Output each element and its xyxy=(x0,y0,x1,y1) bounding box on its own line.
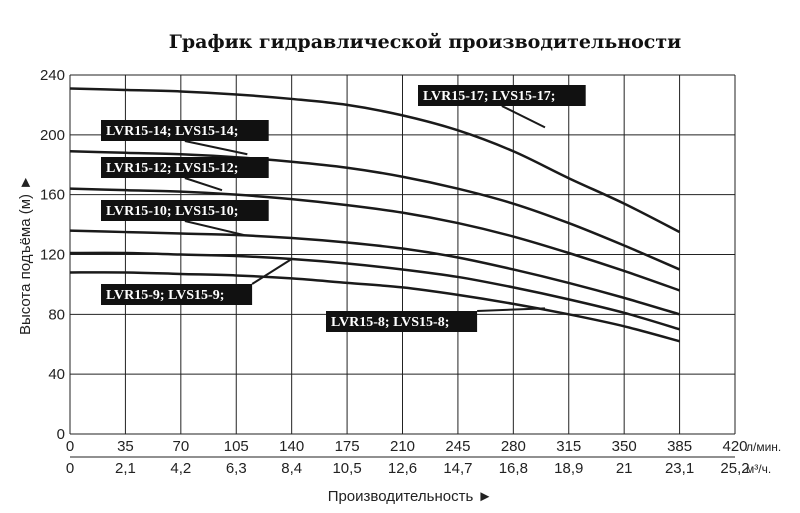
y-tick-label: 0 xyxy=(57,426,65,443)
x-tick-label: 105 xyxy=(224,438,249,455)
y-tick-label: 40 xyxy=(48,366,65,383)
ticks: 00352,1704,21056,31408,417510,521012,624… xyxy=(40,67,750,477)
series-label: LVR15-14; LVS15-14; xyxy=(106,124,238,139)
y-tick-label: 200 xyxy=(40,127,65,144)
series-label-leader xyxy=(184,140,248,156)
series-curve xyxy=(69,87,681,234)
series-label-box xyxy=(101,284,253,305)
series-label: LVR15-9; LVS15-9; xyxy=(106,288,224,303)
x-unit-secondary: м³/ч. xyxy=(746,462,771,476)
x-tick-label: 420 xyxy=(722,438,747,455)
series-label-leader xyxy=(477,307,546,312)
series-labels: LVR15-17; LVS15-17; LVR15-14; LVS15-14; LV… xyxy=(101,85,586,332)
series-label-leader xyxy=(251,258,293,285)
x-tick-label-secondary: 14,7 xyxy=(443,460,472,477)
x-tick-label: 70 xyxy=(172,438,189,455)
x-tick-label: 35 xyxy=(117,438,134,455)
series-label: LVR15-17; LVS15-17; xyxy=(423,89,555,104)
chart-title: График гидравлической производительности xyxy=(169,31,682,53)
x-tick-label-secondary: 23,1 xyxy=(665,460,694,477)
series-label-box xyxy=(101,200,269,221)
x-tick-label: 385 xyxy=(667,438,692,455)
y-tick-label: 80 xyxy=(48,306,65,323)
series-label-leader xyxy=(184,177,223,192)
series-label-box xyxy=(418,85,586,106)
y-axis-title: Высота подъёма (м) ► xyxy=(17,175,34,335)
series-label-leader xyxy=(184,220,245,237)
series-curve xyxy=(69,251,680,331)
x-tick-label-secondary: 4,2 xyxy=(170,460,191,477)
y-tick-label: 120 xyxy=(40,247,65,264)
y-tick-label: 240 xyxy=(40,67,65,84)
x-tick-label-secondary: 6,3 xyxy=(226,460,247,477)
x-tick-label-secondary: 8,4 xyxy=(281,460,302,477)
x-axis-title: Производительность ► xyxy=(328,488,493,505)
series-label-box xyxy=(101,157,269,178)
series-curve xyxy=(69,150,681,271)
x-tick-label-secondary: 18,9 xyxy=(554,460,583,477)
x-tick-label-secondary: 10,5 xyxy=(332,460,361,477)
x-tick-label-secondary: 21 xyxy=(616,460,633,477)
y-tick-label: 160 xyxy=(40,187,65,204)
x-tick-label-secondary: 2,1 xyxy=(115,460,136,477)
series-curve xyxy=(69,229,680,316)
x-tick-label-secondary: 12,6 xyxy=(388,460,417,477)
series-curve xyxy=(69,271,680,343)
x-unit-primary: л/мин. xyxy=(746,440,781,454)
series-label: LVR15-12; LVS15-12; xyxy=(106,161,238,176)
x-tick-label: 210 xyxy=(390,438,415,455)
series-label-box xyxy=(101,120,269,141)
series-label-box xyxy=(326,311,478,332)
curves xyxy=(69,87,681,343)
x-tick-label: 175 xyxy=(335,438,360,455)
x-tick-label-secondary: 16,8 xyxy=(499,460,528,477)
series-curve xyxy=(69,187,680,292)
x-tick-label: 140 xyxy=(279,438,304,455)
x-tick-label-secondary: 0 xyxy=(66,460,74,477)
x-tick-label: 350 xyxy=(612,438,637,455)
x-tick-label: 280 xyxy=(501,438,526,455)
series-label: LVR15-8; LVS15-8; xyxy=(331,315,449,330)
series-label: LVR15-10; LVS15-10; xyxy=(106,204,238,219)
x-tick-label: 0 xyxy=(66,438,74,455)
x-tick-label: 245 xyxy=(445,438,470,455)
series-label-leader xyxy=(501,105,546,129)
x-tick-label-secondary: 25,2 xyxy=(720,460,749,477)
x-tick-label: 315 xyxy=(556,438,581,455)
